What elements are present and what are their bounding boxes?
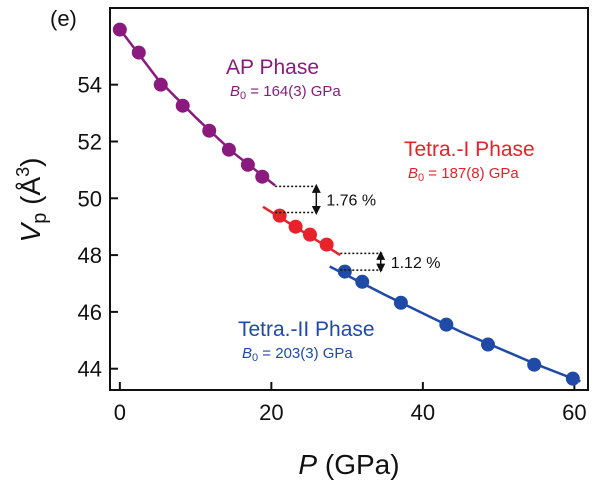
plot-frame (109, 7, 589, 391)
y-tick-label: 52 (78, 129, 102, 154)
y-tick-label: 48 (78, 243, 102, 268)
modulus-symbol: B (242, 345, 252, 362)
y-label-sup: 3 (13, 167, 33, 177)
x-tick-label: 60 (562, 400, 586, 425)
data-point (439, 317, 454, 332)
phase-modulus: B0 = 187(8) GPa (408, 165, 519, 184)
data-point (565, 371, 580, 386)
modulus-sub: 0 (418, 172, 424, 184)
modulus-symbol: B (408, 165, 418, 182)
y-label-close: ) (15, 158, 46, 167)
data-point (221, 142, 236, 157)
x-tick-label: 40 (411, 400, 435, 425)
modulus-symbol: B (230, 83, 240, 100)
data-point (319, 237, 334, 252)
y-tick-label: 50 (78, 186, 102, 211)
modulus-sub: 0 (252, 352, 258, 364)
y-tick-label: 54 (78, 73, 102, 98)
modulus-sub: 0 (240, 90, 246, 102)
gap-label: 1.76 % (326, 192, 376, 209)
phase-modulus: B0 = 164(3) GPa (230, 83, 341, 102)
data-point (175, 98, 190, 113)
data-point (302, 227, 317, 242)
data-point (527, 357, 542, 372)
data-point (240, 157, 255, 172)
phase-name: AP Phase (226, 56, 319, 79)
data-point (255, 169, 270, 184)
phase-name: Tetra.-II Phase (238, 318, 375, 341)
data-point (202, 123, 217, 138)
y-label-unit: (Å (15, 177, 46, 213)
y-axis-label: Vp (Å3) (13, 158, 51, 243)
x-label-unit: (GPa) (317, 449, 399, 480)
y-label-symbol: V (15, 221, 46, 242)
data-point (355, 274, 370, 289)
modulus-text: = 203(3) GPa (258, 345, 353, 362)
phase-modulus: B0 = 203(3) GPa (242, 345, 353, 364)
y-label-sub: p (29, 213, 51, 224)
data-point (481, 337, 496, 352)
x-tick-label: 0 (114, 400, 126, 425)
x-label-symbol: P (298, 449, 317, 480)
panel-label: (e) (50, 6, 77, 31)
modulus-text: = 187(8) GPa (424, 165, 519, 182)
data-point (131, 45, 146, 60)
x-tick-label: 20 (259, 400, 283, 425)
x-axis-label: P (GPa) (298, 449, 399, 480)
data-point (272, 208, 287, 223)
modulus-text: = 164(3) GPa (246, 83, 341, 100)
data-point (112, 22, 127, 37)
data-point (288, 219, 303, 234)
y-tick-label: 44 (78, 357, 102, 382)
data-point (393, 295, 408, 310)
data-point (153, 77, 168, 92)
y-tick-label: 46 (78, 300, 102, 325)
gap-label: 1.12 % (391, 255, 441, 272)
phase-name: Tetra.-I Phase (404, 138, 535, 161)
data-point (337, 264, 352, 279)
